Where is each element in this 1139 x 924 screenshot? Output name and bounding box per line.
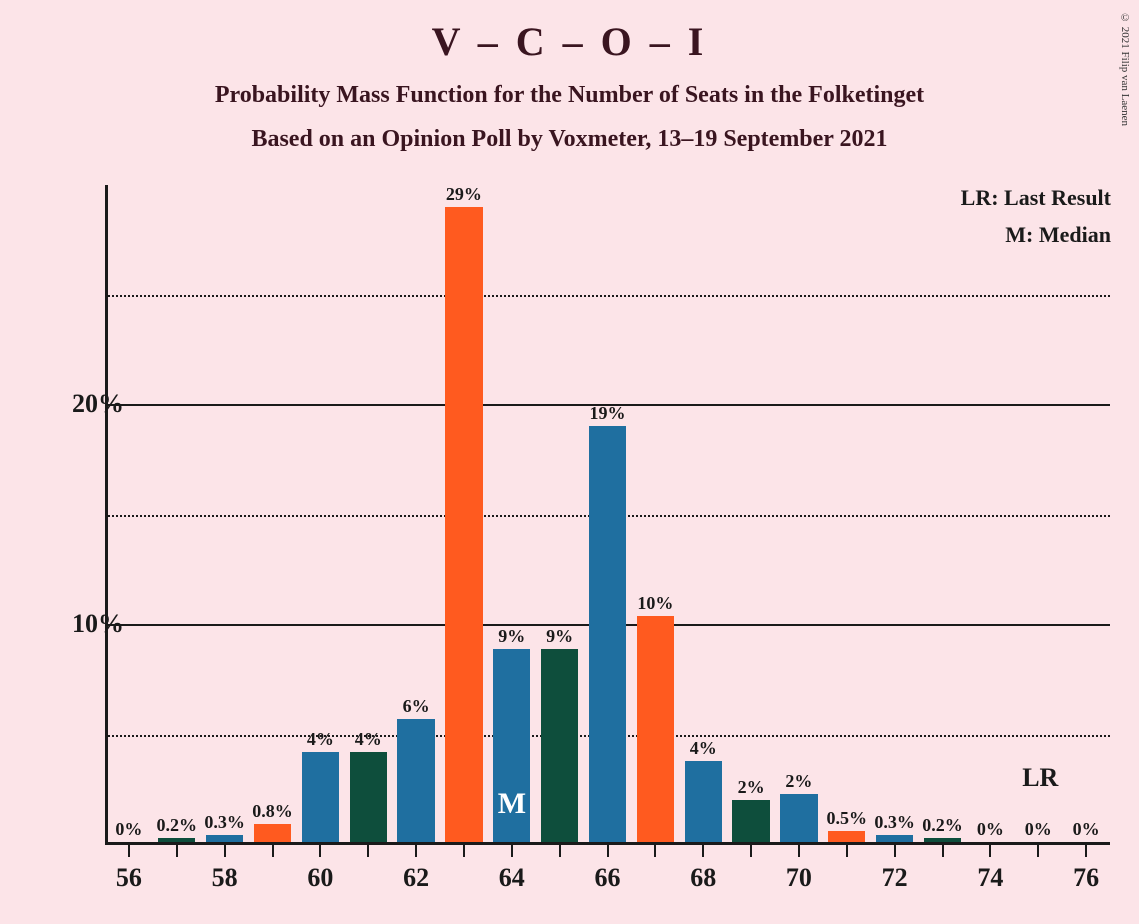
bar-value-label: 4% xyxy=(690,738,717,761)
bar-value-label: 0.2% xyxy=(922,815,963,838)
x-tick xyxy=(1037,845,1039,857)
bar-value-label: 0.3% xyxy=(204,812,245,835)
bar: 0.2% xyxy=(924,838,961,842)
x-tick xyxy=(750,845,752,857)
bar: 6% xyxy=(397,719,434,842)
x-axis-label: 64 xyxy=(488,863,536,893)
bar-value-label: 2% xyxy=(785,771,812,794)
x-tick xyxy=(894,845,896,857)
x-tick xyxy=(128,845,130,857)
y-axis-label: 20% xyxy=(54,389,124,419)
x-tick xyxy=(367,845,369,857)
x-tick xyxy=(463,845,465,857)
bar: 19% xyxy=(589,426,626,842)
x-tick xyxy=(272,845,274,857)
bar-value-label: 10% xyxy=(637,593,673,616)
chart-area: 56586062646668707274760%0.2%0.3%0.8%4%4%… xyxy=(105,185,1110,845)
bar: 4% xyxy=(350,752,387,842)
x-tick xyxy=(989,845,991,857)
bar-value-label: 2% xyxy=(738,777,765,800)
bar-value-label: 19% xyxy=(589,403,625,426)
x-tick xyxy=(511,845,513,857)
bar: 0.8% xyxy=(254,824,291,842)
bar-value-label: 0% xyxy=(977,819,1004,842)
bar: 2% xyxy=(732,800,769,842)
x-axis-label: 56 xyxy=(105,863,153,893)
x-axis-label: 68 xyxy=(679,863,727,893)
x-tick xyxy=(846,845,848,857)
x-tick xyxy=(559,845,561,857)
bar: 4% xyxy=(302,752,339,842)
bar: 0.3% xyxy=(876,835,913,842)
bar: 2% xyxy=(780,794,817,842)
bar-value-label: 0% xyxy=(1073,819,1100,842)
bar-value-label: 6% xyxy=(403,696,430,719)
bar-value-label: 4% xyxy=(355,729,382,752)
bar-value-label: 29% xyxy=(446,184,482,207)
x-tick xyxy=(798,845,800,857)
x-tick xyxy=(702,845,704,857)
x-axis-label: 66 xyxy=(584,863,632,893)
bar: 0.5% xyxy=(828,831,865,842)
x-tick xyxy=(1085,845,1087,857)
x-axis-label: 74 xyxy=(966,863,1014,893)
bar: 4% xyxy=(685,761,722,842)
bar-value-label: 9% xyxy=(498,626,525,649)
bar-value-label: 0.5% xyxy=(827,808,868,831)
x-tick xyxy=(415,845,417,857)
x-tick xyxy=(942,845,944,857)
bar-value-label: 0% xyxy=(115,819,142,842)
y-axis-label: 10% xyxy=(54,609,124,639)
chart-title-sub1: Probability Mass Function for the Number… xyxy=(0,82,1139,109)
bar: 0.2% xyxy=(158,838,195,842)
x-axis-label: 72 xyxy=(871,863,919,893)
bar-value-label: 0.8% xyxy=(252,801,293,824)
bar-value-label: 0.2% xyxy=(157,815,198,838)
x-tick xyxy=(176,845,178,857)
bar: 9% xyxy=(541,649,578,842)
gridline-minor xyxy=(108,295,1110,297)
x-tick xyxy=(607,845,609,857)
x-axis-label: 60 xyxy=(296,863,344,893)
x-axis-label: 62 xyxy=(392,863,440,893)
bar: 10% xyxy=(637,616,674,842)
median-label: M xyxy=(498,787,526,821)
bar: 29% xyxy=(445,207,482,842)
bar-value-label: 9% xyxy=(546,626,573,649)
x-axis-label: 58 xyxy=(201,863,249,893)
x-tick xyxy=(319,845,321,857)
bar-value-label: 0% xyxy=(1025,819,1052,842)
x-tick xyxy=(224,845,226,857)
last-result-label: LR xyxy=(1022,763,1058,793)
bar-value-label: 4% xyxy=(307,729,334,752)
x-tick xyxy=(654,845,656,857)
bar-value-label: 0.3% xyxy=(874,812,915,835)
bar: 0.3% xyxy=(206,835,243,842)
x-axis-label: 70 xyxy=(775,863,823,893)
x-axis-label: 76 xyxy=(1062,863,1110,893)
chart-title-main: V – C – O – I xyxy=(0,18,1139,65)
chart-title-sub2: Based on an Opinion Poll by Voxmeter, 13… xyxy=(0,126,1139,153)
